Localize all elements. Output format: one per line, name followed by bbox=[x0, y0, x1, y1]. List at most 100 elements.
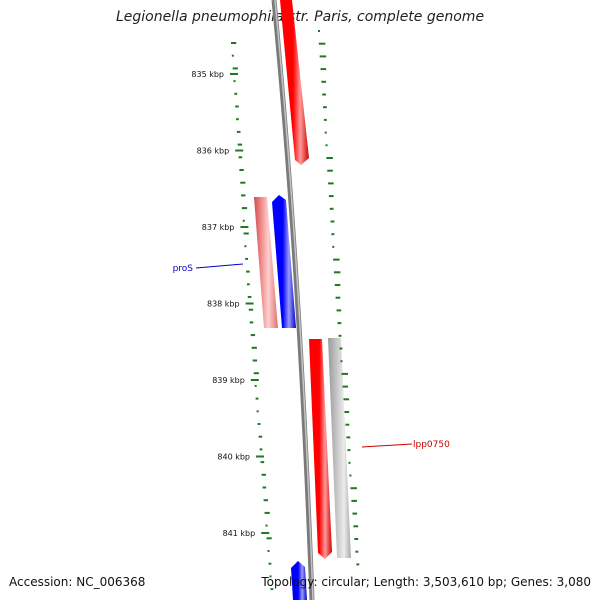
gc-skew-mark bbox=[249, 321, 254, 324]
gc-skew-mark bbox=[236, 118, 239, 121]
gene-lpp0750-arrow[interactable] bbox=[309, 339, 332, 559]
genome-backbone bbox=[271, 0, 315, 600]
gc-skew-mark bbox=[345, 423, 350, 426]
gc-skew-mark bbox=[328, 195, 334, 198]
gc-skew-mark bbox=[263, 499, 268, 502]
gc-skew-mark bbox=[337, 322, 342, 325]
gc-skew-mark bbox=[231, 54, 234, 57]
gc-skew-mark bbox=[234, 92, 238, 95]
gc-skew-mark bbox=[338, 334, 342, 337]
gc-skew-mark bbox=[331, 233, 335, 236]
gc-skew-mark bbox=[333, 258, 340, 261]
gc-skew-mark bbox=[242, 219, 245, 222]
gc-skew-mark bbox=[244, 245, 247, 248]
gc-skew-mark bbox=[262, 486, 267, 489]
gene-label-leader-lpp0750 bbox=[361, 443, 413, 448]
genome-backbone-highlight bbox=[274, 0, 314, 600]
gc-skew-mark bbox=[318, 42, 326, 45]
gc-skew-mark bbox=[340, 360, 343, 363]
gc-skew-mark bbox=[320, 68, 327, 71]
gc-skew-mark bbox=[354, 538, 359, 540]
cds-feature-grey[interactable] bbox=[328, 338, 351, 558]
gc-skew-mark bbox=[330, 220, 335, 223]
gc-skew-mark bbox=[349, 474, 352, 477]
gc-skew-mark bbox=[243, 232, 249, 235]
gc-skew-mark bbox=[252, 359, 258, 362]
gc-skew-mark bbox=[270, 588, 274, 591]
cds-feature-pink[interactable] bbox=[254, 197, 278, 328]
gc-skew-mark bbox=[257, 423, 261, 425]
gc-skew-mark bbox=[238, 156, 243, 159]
gc-skew-mark bbox=[347, 449, 351, 452]
gc-skew-mark bbox=[236, 130, 241, 133]
gc-skew-mark bbox=[335, 296, 341, 299]
gc-skew-mark bbox=[323, 106, 327, 109]
gc-skew-mark bbox=[332, 245, 335, 248]
gc-skew-mark bbox=[265, 524, 268, 527]
gc-skew-mark bbox=[231, 42, 237, 44]
gc-skew-mark bbox=[254, 384, 257, 387]
gc-skew-track-right bbox=[318, 30, 360, 566]
ruler-tick-label: 835 kbp bbox=[191, 70, 224, 79]
ruler-tick-label: 841 kbp bbox=[223, 529, 256, 538]
gc-skew-mark bbox=[260, 461, 265, 464]
gc-skew-mark bbox=[267, 550, 270, 552]
gc-skew-mark bbox=[246, 283, 250, 286]
gc-skew-mark bbox=[333, 271, 341, 274]
gene-label-lpp0750[interactable]: lpp0750 bbox=[413, 440, 450, 450]
gc-skew-mark bbox=[327, 169, 333, 172]
gc-skew-mark bbox=[259, 448, 263, 451]
gc-skew-mark bbox=[248, 308, 254, 311]
map-title: Legionella pneumophila str. Paris, compl… bbox=[115, 9, 485, 25]
gene-label-pros[interactable]: proS bbox=[173, 264, 194, 274]
gc-skew-mark bbox=[246, 270, 250, 273]
gc-skew-mark bbox=[258, 435, 263, 438]
ruler: 835 kbp 836 kbp 837 kbp 838 kbp 839 kbp 840 k… bbox=[191, 70, 270, 538]
gene-label-leader-pros bbox=[195, 263, 244, 269]
gc-skew-mark bbox=[346, 436, 351, 439]
gc-skew-mark bbox=[266, 537, 272, 540]
ruler-tick-label: 839 kbp bbox=[212, 376, 245, 385]
gc-skew-mark bbox=[329, 207, 334, 210]
gc-skew-mark bbox=[247, 296, 252, 298]
gc-skew-mark bbox=[341, 372, 349, 375]
gc-skew-mark bbox=[256, 410, 259, 413]
gc-skew-mark bbox=[253, 372, 259, 375]
gc-skew-mark bbox=[321, 80, 327, 83]
forward-cds-bottom[interactable] bbox=[291, 561, 307, 600]
gc-skew-mark bbox=[355, 550, 359, 553]
gc-skew-mark bbox=[237, 143, 243, 146]
gc-skew-mark bbox=[342, 385, 349, 388]
gc-skew-mark bbox=[250, 334, 256, 337]
gc-skew-mark bbox=[245, 257, 249, 260]
gene-prosS-arrow[interactable] bbox=[272, 195, 296, 328]
gc-skew-mark bbox=[255, 397, 259, 400]
gc-skew-mark bbox=[348, 461, 351, 464]
gc-skew-mark bbox=[339, 347, 343, 350]
accession-text: Accession: NC_006368 bbox=[9, 575, 146, 589]
gc-skew-mark bbox=[350, 487, 357, 490]
genome-summary-text: Topology: circular; Length: 3,503,610 bp… bbox=[261, 575, 591, 589]
gc-skew-mark bbox=[324, 131, 327, 134]
gc-skew-mark bbox=[264, 511, 270, 514]
gc-skew-mark bbox=[239, 169, 244, 171]
reverse-cds-top[interactable] bbox=[280, 0, 309, 165]
gc-skew-mark bbox=[233, 80, 236, 83]
ruler-tick-label: 840 kbp bbox=[217, 453, 250, 462]
gc-skew-mark bbox=[351, 499, 358, 502]
gc-skew-mark bbox=[343, 398, 350, 401]
gc-skew-track-left bbox=[231, 42, 274, 591]
gc-skew-mark bbox=[261, 473, 266, 476]
gc-skew-mark bbox=[318, 30, 320, 32]
gc-skew-mark bbox=[353, 525, 359, 528]
gc-skew-mark bbox=[326, 157, 333, 159]
gc-skew-mark bbox=[268, 562, 272, 565]
gc-skew-mark bbox=[232, 67, 238, 70]
gc-skew-mark bbox=[328, 182, 334, 185]
gc-skew-mark bbox=[240, 181, 246, 184]
ruler-tick-label: 836 kbp bbox=[197, 147, 230, 156]
gc-skew-mark bbox=[336, 309, 342, 312]
ruler-tick-label: 837 kbp bbox=[202, 223, 235, 232]
gc-skew-mark bbox=[344, 411, 350, 413]
